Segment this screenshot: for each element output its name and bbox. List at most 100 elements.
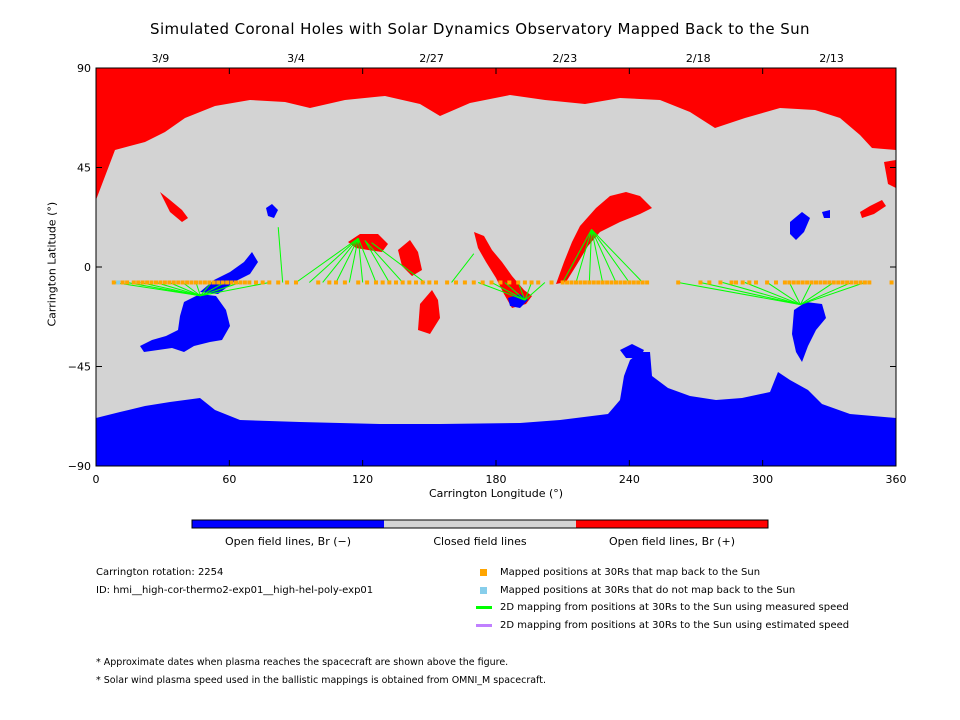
- x-tick-label: 180: [486, 473, 507, 486]
- negative-patch-80: [266, 204, 278, 218]
- mapped-position-point: [529, 280, 534, 285]
- mapping-line: [200, 282, 212, 297]
- mapping-line: [195, 282, 201, 296]
- unmapped-position-point: [116, 280, 121, 285]
- mapped-position-point: [254, 280, 258, 285]
- mapped-position-point: [400, 280, 405, 285]
- mapping-line: [364, 240, 404, 283]
- mapped-position-point: [740, 280, 745, 285]
- mapped-position-point: [498, 280, 503, 285]
- mapped-position-point: [225, 280, 230, 285]
- mapping-line: [591, 229, 617, 283]
- mapped-position-point: [734, 280, 738, 285]
- mapping-line: [591, 229, 630, 283]
- top-date-label: 3/9: [152, 52, 170, 65]
- y-tick-label: −90: [68, 460, 91, 473]
- mapped-position-point: [782, 280, 787, 285]
- mapped-position-point: [718, 280, 723, 285]
- axes: 0 60 120 180 240 300 360 90 45 0 −45 −90 3/9 3/4 2/27 2…: [68, 52, 907, 486]
- mapping-line: [800, 282, 852, 306]
- y-tick-label: −45: [68, 361, 91, 374]
- negative-patch-200: [508, 294, 528, 308]
- top-date-label: 2/27: [419, 52, 444, 65]
- legend-label-estimated: 2D mapping from positions at 30Rs to the…: [500, 620, 850, 631]
- mapped-position-point: [276, 280, 281, 285]
- mapped-position-point: [640, 280, 645, 285]
- mapped-position-point: [862, 280, 867, 285]
- mapped-position-point: [507, 280, 512, 285]
- x-tick-label: 0: [93, 473, 100, 486]
- negative-patch-330: [822, 210, 830, 218]
- mapped-position-point: [622, 280, 627, 285]
- mapped-position-point: [818, 280, 823, 285]
- mapping-line: [169, 282, 201, 297]
- mapped-position-point: [549, 280, 554, 285]
- mapped-position-point: [125, 280, 130, 285]
- mapped-position-point: [516, 280, 521, 285]
- mapping-line: [800, 282, 835, 306]
- mapped-position-point: [149, 280, 154, 285]
- mapped-position-point: [316, 280, 321, 285]
- mapped-position-point: [796, 280, 801, 285]
- mapped-position-point: [380, 280, 385, 285]
- colorbar-segment: [384, 520, 576, 528]
- mapped-position-point: [889, 280, 894, 285]
- mapped-position-point: [822, 280, 827, 285]
- mapping-line: [678, 281, 801, 306]
- mapped-position-point: [627, 280, 632, 285]
- mapped-position-point: [596, 280, 601, 285]
- mapped-position-point: [154, 280, 158, 285]
- mapped-position-point: [600, 280, 605, 285]
- legend-swatch-unmapped: [480, 587, 487, 594]
- mapped-position-point: [858, 280, 863, 285]
- mapped-position-point: [809, 280, 814, 285]
- x-tick-label: 120: [352, 473, 373, 486]
- south-polar-region-negative: [96, 352, 896, 466]
- mapped-position-point: [211, 280, 216, 285]
- mapping-line: [308, 237, 359, 283]
- mapping-line: [295, 237, 359, 283]
- mapped-position-point: [462, 280, 467, 285]
- mapped-position-point: [805, 280, 810, 285]
- colorbar-label-closed: Closed field lines: [433, 535, 527, 548]
- negative-patch-50: [140, 294, 230, 352]
- mapping-lines: [113, 227, 866, 306]
- mapping-line: [478, 282, 526, 301]
- mapped-position-point: [814, 280, 818, 285]
- legend-label-mapped: Mapped positions at 30Rs that map back t…: [500, 567, 761, 578]
- colorbar-label-negative: Open field lines, Br (−): [224, 535, 352, 548]
- mapped-position-point: [327, 280, 332, 285]
- mapped-position-point: [831, 280, 836, 285]
- colorbar-label-positive: Open field lines, Br (+): [608, 535, 736, 548]
- mapped-position-point: [582, 280, 587, 285]
- mapped-points: [111, 280, 894, 285]
- negative-patch-305: [790, 212, 810, 240]
- mapped-position-point: [238, 280, 243, 285]
- mapped-position-point: [267, 280, 272, 285]
- mapped-position-point: [285, 280, 290, 285]
- mapped-position-point: [407, 280, 412, 285]
- mapping-line: [524, 282, 546, 301]
- legend-line-estimated: [476, 624, 492, 627]
- mapped-position-point: [676, 280, 681, 285]
- mapped-position-point: [522, 280, 527, 285]
- mapped-position-point: [791, 280, 796, 285]
- mapped-position-point: [145, 280, 150, 285]
- positive-patch-230: [556, 192, 652, 284]
- mapping-line: [591, 229, 644, 283]
- mapped-position-point: [729, 280, 734, 285]
- mapped-position-point: [247, 280, 252, 285]
- mapped-position-point: [162, 280, 167, 285]
- mapped-position-point: [420, 280, 425, 285]
- mapping-line: [588, 229, 593, 283]
- model-id: ID: hmi__high-cor-thermo2-exp01__high-he…: [96, 585, 374, 596]
- mapped-position-point: [131, 280, 136, 285]
- mapped-position-point: [394, 280, 398, 285]
- mapping-line: [200, 282, 226, 297]
- mapped-position-point: [180, 280, 185, 285]
- chart-title: Simulated Coronal Holes with Solar Dynam…: [150, 20, 810, 38]
- mapped-position-point: [867, 280, 872, 285]
- mapped-position-point: [774, 280, 778, 285]
- mapped-position-point: [198, 280, 203, 285]
- mapped-position-point: [234, 280, 238, 285]
